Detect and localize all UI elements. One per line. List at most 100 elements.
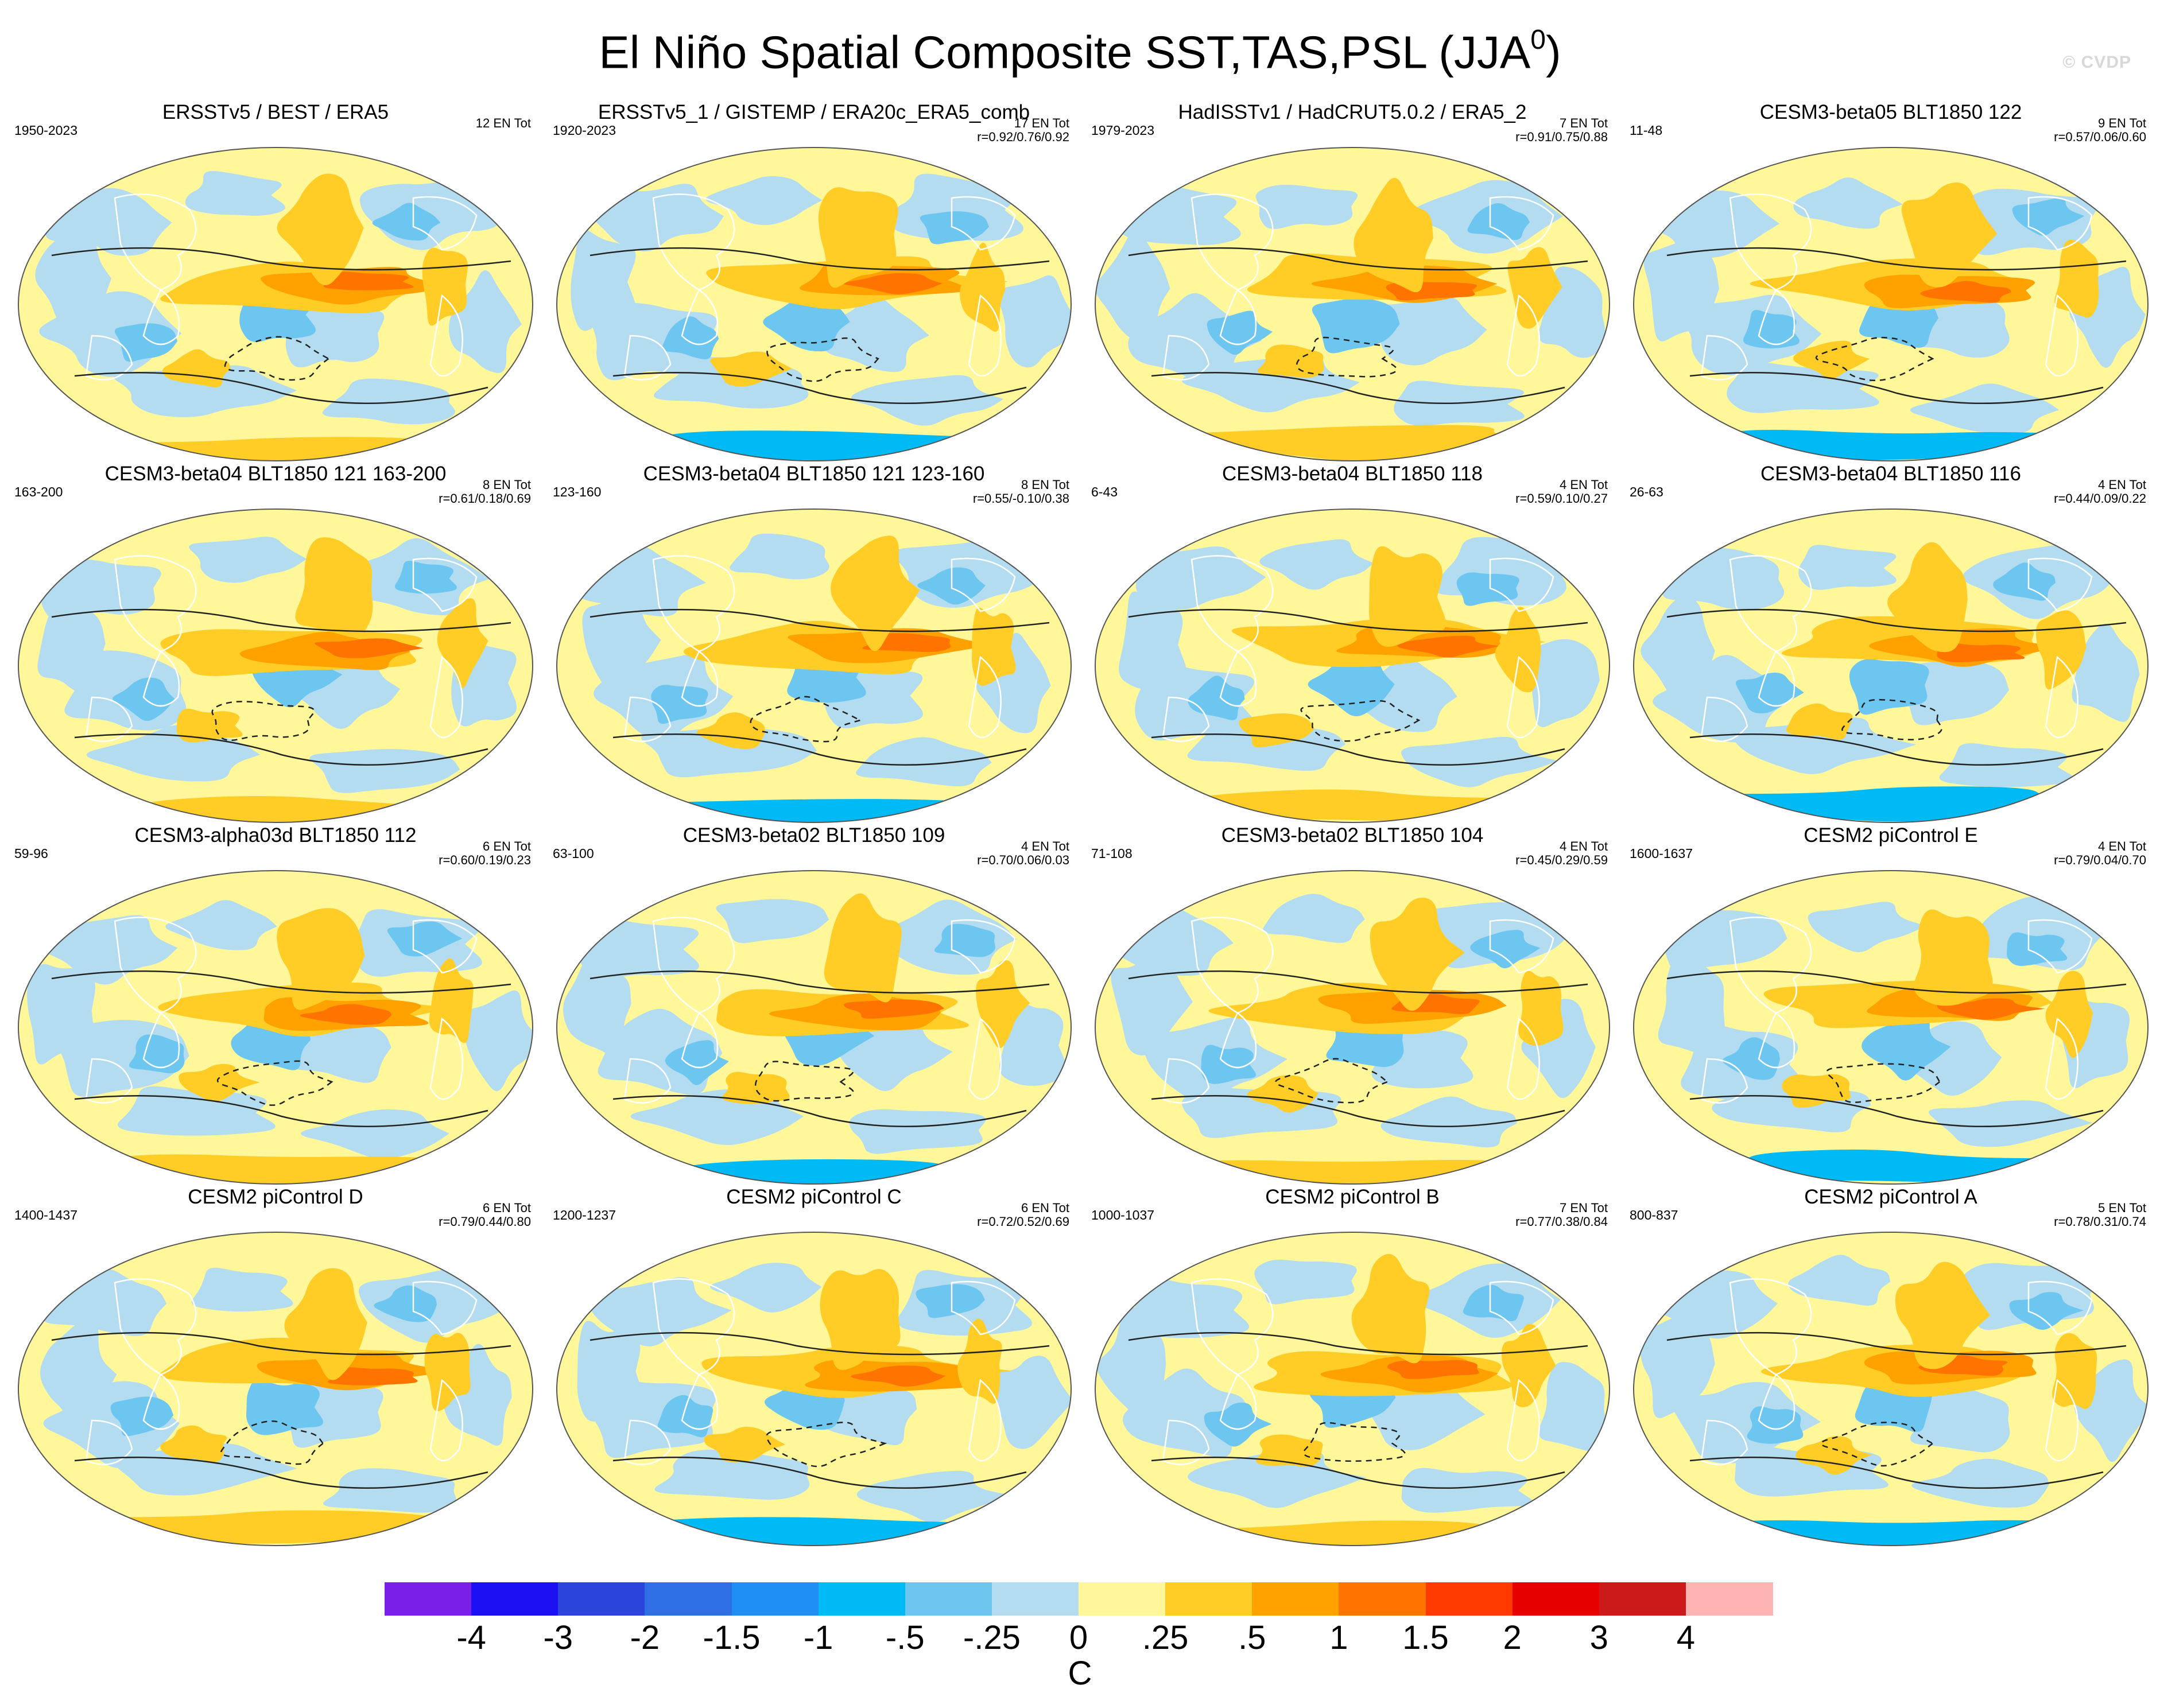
- anomaly-region: [1901, 182, 1998, 288]
- anomaly-region: [315, 638, 424, 658]
- anomaly-region: [843, 273, 943, 294]
- psl-contour: [1689, 1095, 2104, 1128]
- coastline: [1489, 919, 1554, 974]
- anomaly-region: [1788, 1255, 1891, 1306]
- coastline: [1758, 1012, 1796, 1069]
- anomaly-region: [1639, 1316, 1715, 1418]
- coastline: [2027, 196, 2093, 251]
- colorbar-box: [818, 1582, 906, 1616]
- coastline: [951, 1280, 1016, 1336]
- psl-contour: [1689, 372, 2104, 405]
- anomaly-region: [1188, 676, 1245, 720]
- map-panel: HadISSTv1 / HadCRUT5.0.2 / ERA5_2 1979-20…: [1085, 100, 1619, 468]
- anomaly-region: [2012, 197, 2085, 236]
- colorbar-tick-label: 1: [1329, 1619, 1348, 1656]
- psl-contour: [1666, 970, 2127, 994]
- colorbar-box: [558, 1582, 645, 1616]
- psl-contour: [1666, 608, 2127, 632]
- colorbar-tick-label: -2: [630, 1619, 660, 1656]
- panel-years: 6-43: [1091, 484, 1118, 499]
- coastline: [1489, 1280, 1554, 1336]
- panel-title: CESM3-beta02 BLT1850 104: [1221, 824, 1484, 847]
- anomaly-region: [277, 908, 365, 1010]
- coastline: [681, 1012, 719, 1069]
- anomaly-region: [1524, 639, 1600, 727]
- anomaly-region: [1782, 1074, 1851, 1108]
- panel-event-count: 4 EN Tot: [1560, 839, 1608, 853]
- colorbar-tick-label: -1: [803, 1619, 833, 1656]
- anomaly-region: [1501, 1323, 1556, 1407]
- anomaly-region: [429, 958, 474, 1043]
- map-border: [556, 147, 1072, 461]
- coastline: [1219, 1012, 1257, 1069]
- anomaly-region: [934, 923, 995, 957]
- map-border: [1095, 1232, 1610, 1546]
- anomaly-region: [571, 229, 637, 331]
- psl-contour-negative: [750, 696, 862, 743]
- psl-contour-negative: [220, 1420, 324, 1465]
- anomaly-region: [641, 728, 817, 778]
- anomaly-region: [916, 1284, 985, 1318]
- anomaly-region: [704, 1426, 786, 1463]
- colorbar-tick-label: 4: [1676, 1619, 1696, 1656]
- coastline: [429, 655, 463, 739]
- anomaly-region: [38, 1510, 533, 1544]
- panel-years: 71-108: [1091, 846, 1133, 861]
- psl-contour: [590, 970, 1050, 994]
- coastline: [2027, 557, 2093, 612]
- panel-pattern-correlation: r=0.57/0.06/0.60: [2054, 130, 2146, 144]
- robinson-map: [18, 147, 533, 461]
- anomaly-region: [1095, 229, 1170, 342]
- panel-event-count: 12 EN Tot: [475, 116, 531, 130]
- anomaly-region: [117, 1086, 276, 1136]
- coastline: [652, 1278, 735, 1376]
- panel-title: CESM3-beta04 BLT1850 116: [1760, 463, 2021, 485]
- robinson-map: [556, 870, 1072, 1185]
- anomaly-region: [1467, 203, 1530, 240]
- anomaly-region: [1397, 635, 1499, 658]
- coastline: [1729, 193, 1812, 291]
- anomaly-region: [1124, 425, 1610, 461]
- panel-title: CESM2 piControl C: [726, 1186, 902, 1208]
- coastline: [1190, 917, 1274, 1014]
- colorbar-box: [1079, 1582, 1166, 1616]
- map-panel: CESM2 piControl B 1000-1037 7 EN Tot r=0.77…: [1085, 1185, 1619, 1552]
- anomaly-region: [106, 1443, 297, 1496]
- anomaly-region: [2072, 623, 2140, 722]
- colorbar-tick-label: -3: [543, 1619, 573, 1656]
- anomaly-region: [1456, 572, 1519, 606]
- anomaly-region: [665, 1040, 729, 1085]
- anomaly-region: [46, 437, 533, 461]
- colorbar-box: [645, 1582, 732, 1616]
- panel-event-count: 6 EN Tot: [1021, 1201, 1069, 1215]
- panel-years: 123-160: [553, 484, 602, 499]
- anomaly-region: [463, 990, 533, 1092]
- coastline: [1506, 1379, 1540, 1462]
- anomaly-region: [1097, 1307, 1166, 1418]
- anomaly-region: [323, 1468, 456, 1513]
- psl-contour-negative: [1841, 698, 1942, 740]
- anomaly-region: [1895, 1261, 1991, 1369]
- coastline: [142, 1012, 180, 1069]
- colorbar-box: [1685, 1582, 1773, 1616]
- anomaly-region: [277, 173, 364, 285]
- coastline: [1489, 196, 1554, 251]
- panel-pattern-correlation: r=0.79/0.04/0.70: [2054, 853, 2146, 867]
- anomaly-region: [991, 1356, 1071, 1449]
- anomaly-region: [1257, 344, 1324, 378]
- coastline: [1758, 650, 1796, 707]
- anomaly-region: [1743, 310, 1800, 348]
- colorbar-box: [1165, 1582, 1252, 1616]
- coastline: [1219, 650, 1257, 707]
- map-border: [18, 870, 533, 1185]
- coastline: [1758, 1373, 1796, 1430]
- anomaly-region: [1862, 1016, 1951, 1081]
- panel-event-count: 4 EN Tot: [2098, 478, 2146, 492]
- coastline: [1758, 289, 1796, 346]
- map-panel: CESM3-alpha03d BLT1850 112 59-96 6 EN Tot r…: [9, 824, 542, 1191]
- anomaly-region: [165, 900, 277, 950]
- colorbar-box: [731, 1582, 819, 1616]
- psl-contour: [612, 1457, 1027, 1489]
- robinson-map: [1095, 508, 1610, 823]
- figure-title-close: ): [1545, 26, 1561, 78]
